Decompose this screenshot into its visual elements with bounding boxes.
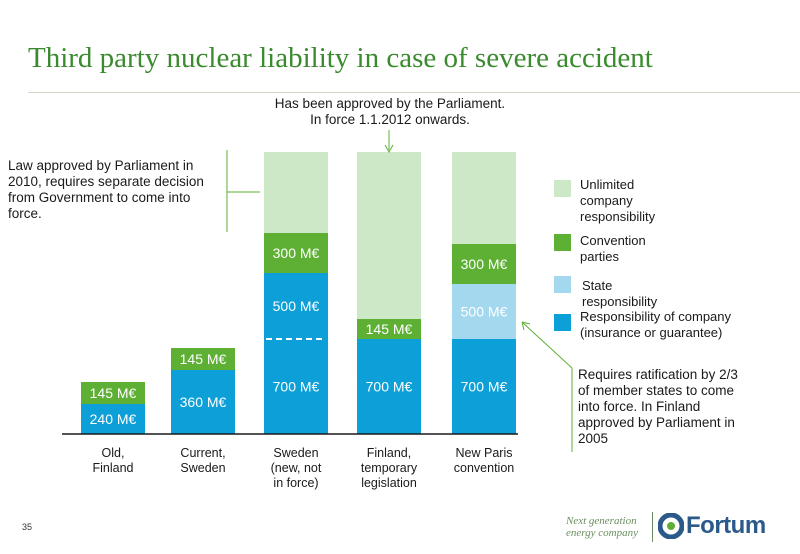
legend-swatch-unlimited	[554, 180, 571, 197]
category-label: Finland,	[367, 446, 411, 460]
legend-text: Unlimited	[580, 177, 635, 192]
bar-label-company: 240 M€	[90, 411, 137, 427]
bar-label-convention: 300 M€	[273, 245, 320, 261]
left-note-line: from Government to come into	[8, 190, 191, 205]
logo-text: Fortum	[686, 512, 766, 539]
category-label: New Paris	[456, 446, 513, 460]
category-label: Old,	[102, 446, 125, 460]
right-note-connector	[521, 321, 573, 369]
bar-unlimited	[264, 152, 328, 233]
tagline-line1: Next generation	[566, 515, 637, 527]
bar-label-company: 700 M€	[366, 379, 413, 395]
bar-convention	[81, 382, 145, 404]
tagline-line2: energy company	[566, 527, 638, 539]
top-note-line1: Has been approved by the Parliament.	[274, 96, 506, 111]
legend-text: State	[582, 278, 613, 293]
category-label: (new, not	[271, 461, 322, 475]
category-label: legislation	[361, 476, 417, 490]
bar-convention	[264, 233, 328, 273]
category-label: Sweden	[273, 446, 318, 460]
category-label: Current,	[180, 446, 225, 460]
category-label: in force)	[273, 476, 318, 490]
legend-text: Convention	[580, 233, 646, 248]
legend-swatch-company	[554, 314, 571, 331]
bar-unlimited	[357, 152, 421, 319]
bar-label-convention: 145 M€	[90, 385, 137, 401]
bar-label-company: 700 M€	[273, 379, 320, 395]
bar-convention	[357, 319, 421, 339]
top-note-line2: In force 1.1.2012 onwards.	[310, 112, 470, 127]
bar-label-company-upper: 500 M€	[273, 298, 320, 314]
fortum-logo: Fortum	[657, 512, 766, 540]
bar-label-company: 360 M€	[180, 394, 227, 410]
category-label: Sweden	[180, 461, 225, 475]
legend-text: responsibility	[580, 209, 656, 224]
right-note-line: of member states to come	[578, 383, 735, 398]
left-note-line: force.	[8, 206, 42, 221]
legend-swatch-convention	[554, 234, 571, 251]
legend-label-company: Responsibility of company (insurance or …	[580, 309, 731, 341]
right-note-arrowhead	[521, 321, 531, 331]
left-note-line: Law approved by Parliament in	[8, 158, 194, 173]
bar-company	[81, 404, 145, 434]
right-note-line: into force. In Finland	[578, 399, 701, 414]
bar-company	[171, 370, 235, 434]
left-note-line: 2010, requires separate decision	[8, 174, 204, 189]
title-rule	[28, 92, 800, 93]
right-note: Requires ratification by 2/3 of member s…	[578, 367, 788, 447]
bar-company	[264, 339, 328, 434]
bar-convention	[171, 348, 235, 370]
legend-label-unlimited: Unlimited company responsibility	[580, 177, 655, 225]
bar-company-upper	[264, 273, 328, 339]
legend-text: parties	[580, 249, 620, 264]
bar-label-convention: 300 M€	[461, 256, 508, 272]
category-label: Finland	[93, 461, 134, 475]
bar-company	[357, 339, 421, 434]
right-note-line: approved by Parliament in	[578, 415, 735, 430]
legend-text: responsibility	[582, 294, 658, 309]
logo-separator	[652, 512, 653, 542]
fortum-logo-icon	[657, 512, 685, 540]
bar-label-convention: 145 M€	[180, 351, 227, 367]
legend-text: Responsibility of company	[580, 309, 732, 324]
page-title: Third party nuclear liability in case of…	[28, 42, 653, 74]
legend-text: (insurance or guarantee)	[580, 325, 723, 340]
bar-label-company: 700 M€	[461, 379, 508, 395]
bar-convention	[452, 244, 516, 284]
tagline: Next generation energy company	[566, 515, 638, 539]
bar-state	[452, 284, 516, 339]
bar-unlimited	[452, 152, 516, 244]
legend-text: company	[580, 193, 633, 208]
category-label: convention	[454, 461, 515, 475]
legend-label-state: State responsibility	[582, 278, 657, 310]
page-number: 35	[22, 522, 33, 532]
legend-label-convention: Convention parties	[580, 233, 646, 265]
legend-swatch-state	[554, 276, 571, 293]
left-note: Law approved by Parliament in 2010, requ…	[8, 158, 238, 222]
category-label: temporary	[361, 461, 418, 475]
bar-label-state: 500 M€	[461, 304, 508, 320]
bar-company	[452, 339, 516, 434]
top-note-arrowhead	[384, 144, 394, 154]
right-note-line: 2005	[578, 431, 609, 446]
right-note-line: Requires ratification by 2/3	[578, 367, 738, 382]
top-note: Has been approved by the Parliament. In …	[250, 96, 530, 128]
bar-label-convention: 145 M€	[366, 321, 413, 337]
